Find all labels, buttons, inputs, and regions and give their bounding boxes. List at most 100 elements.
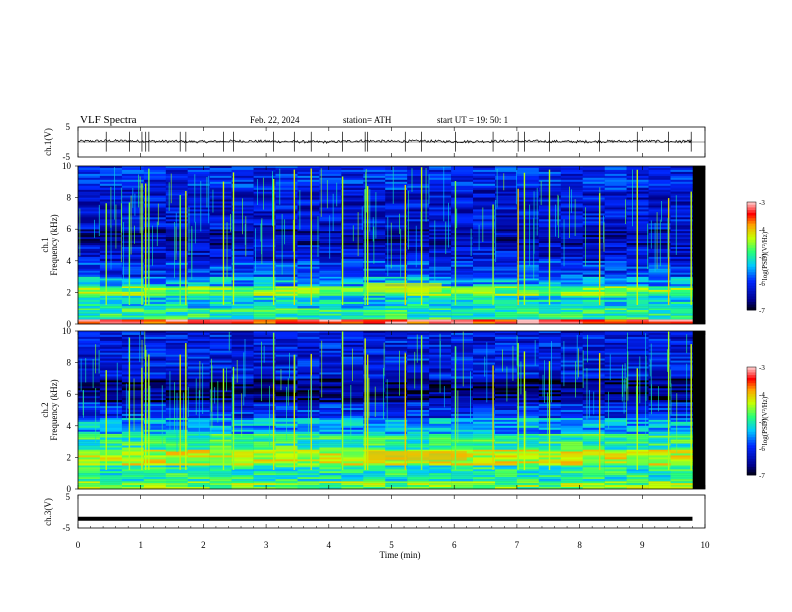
ch2-spec-cell (670, 479, 693, 482)
ch1-spec-cell (253, 211, 276, 214)
ch1-colorbar-label: log(PSD)(V²/Hz) (761, 231, 769, 280)
ch1-spec-cell (407, 301, 430, 305)
ch1-spec-cell (385, 308, 408, 311)
ch1-spec-cell (648, 245, 671, 248)
ch2-spec-cell (648, 469, 671, 472)
ch1-spec-cell (231, 274, 254, 277)
ch2-spec-cell (165, 340, 188, 344)
ch2-spec-cell (473, 425, 496, 428)
ch2-spec-cell (187, 354, 210, 357)
ch2-spec-cell (99, 376, 123, 379)
ch2-spec-cell (473, 433, 496, 436)
ch2-spec-cell (78, 350, 101, 353)
ch1-spec-cell (143, 286, 166, 289)
ch1-spec-cell (582, 306, 605, 309)
ch2-spec-cell (495, 344, 518, 347)
ch2-spec-cell (121, 412, 145, 415)
ch2-spec-cell (78, 439, 101, 442)
ch1-spec-cell (560, 183, 583, 186)
ch2-spec-cell (319, 378, 342, 381)
ch1-spec-cell (187, 181, 210, 184)
ch1-spec-cell (165, 169, 188, 173)
ch2-spec-cell (560, 433, 583, 436)
ch1-spec-cell (473, 183, 496, 186)
ch1-spec-cell (538, 168, 561, 171)
ch2-colorbar-cell (747, 394, 756, 398)
ch2-spec-cell (319, 433, 342, 436)
ch2-spec-cell (363, 413, 386, 417)
ch2-spec-cell (560, 408, 583, 411)
ch2-spec-cell (231, 396, 254, 399)
ch1-spec-cell (78, 211, 101, 214)
ch1-spec-cell (407, 229, 430, 232)
ch2-spec-cell (495, 435, 518, 438)
ch2-spec-cell (187, 429, 210, 432)
ch1-spec-cell (187, 203, 210, 206)
ch2-spec-cell (429, 402, 452, 405)
ch1-spec-cell (582, 289, 605, 292)
ch2-spec-cell (604, 364, 627, 367)
ch1-spec-cell (582, 270, 605, 273)
ch2-spec-cell (582, 331, 605, 334)
ch2-spec-cell (473, 477, 496, 480)
ch1-spec-cell (407, 319, 430, 322)
ch2-spec-cell (495, 362, 518, 365)
ch1-spec-cell (121, 295, 145, 298)
ch2-spec-cell (341, 417, 364, 421)
ch1-spec-cell (209, 217, 232, 220)
ch1-spec-cell (319, 299, 342, 303)
ch1-spec-cell (473, 217, 496, 220)
ch1-spec-cell (626, 321, 649, 325)
xtick-label: 1 (138, 540, 143, 550)
ch1-spec-cell (297, 274, 320, 277)
ch2-spec-cell (231, 473, 254, 476)
ch2-spec-cell (165, 366, 188, 369)
ch2-spec-cell (385, 396, 408, 399)
ch1-spec-cell (582, 310, 605, 312)
ch1-spec-cell (209, 254, 232, 258)
ch1-spec-cell (648, 266, 671, 269)
ch1-spec-cell (670, 219, 693, 222)
ch2-spec-cell (560, 487, 583, 490)
ch2-spec-cell (560, 338, 583, 342)
ch2-colorbar-cell (747, 388, 756, 392)
ch1-spec-cell (143, 266, 166, 269)
ch2-spec-cell (407, 378, 430, 381)
ch1-spec-cell (297, 207, 320, 210)
ch2-spec-cell (143, 406, 166, 409)
ch2-spec-cell (495, 382, 518, 385)
ch2-spec-cell (626, 471, 649, 474)
ch1-spec-cell (407, 181, 430, 184)
ch2-spec-cell (648, 338, 671, 342)
ch2-spec-cell (495, 459, 518, 462)
ch2-spec-cell (209, 441, 232, 444)
ch2-spec-cell (648, 475, 671, 478)
ch1-spec-cell (253, 264, 276, 267)
ch2-spec-cell (319, 394, 342, 397)
ch1-spec-cell (78, 169, 101, 173)
ch2-spec-cell (582, 340, 605, 344)
ch2-spec-cell (582, 350, 605, 353)
ch1-spec-cell (670, 284, 693, 287)
ch2-spec-cell (209, 374, 232, 377)
ch2-spec-cell (143, 362, 166, 365)
ch2-spec-cell (143, 402, 166, 405)
ch1-spec-cell (99, 293, 123, 296)
ch2-spec-cell (429, 461, 452, 464)
ch1-spec-cell (670, 248, 693, 252)
ch1-spec-cell (99, 313, 123, 316)
ch2-spec-cell (187, 433, 210, 436)
ch1-spec-cell (209, 169, 232, 173)
ch1-spec-cell (231, 299, 254, 303)
ch2-spec-cell (407, 346, 430, 349)
ch2-spec-cell (297, 382, 320, 385)
ch1-spec-cell (516, 288, 540, 291)
ch1-spec-cell (560, 291, 583, 294)
ch1-spec-cell (516, 181, 540, 184)
ch1-spec-cell (363, 306, 386, 309)
ch2-spec-cell (99, 334, 123, 338)
ch2-spec-cell (604, 457, 627, 460)
ch2-spec-cell (253, 425, 276, 428)
ch2-spec-cell (121, 406, 145, 409)
ch1-spec-cell (473, 221, 496, 224)
